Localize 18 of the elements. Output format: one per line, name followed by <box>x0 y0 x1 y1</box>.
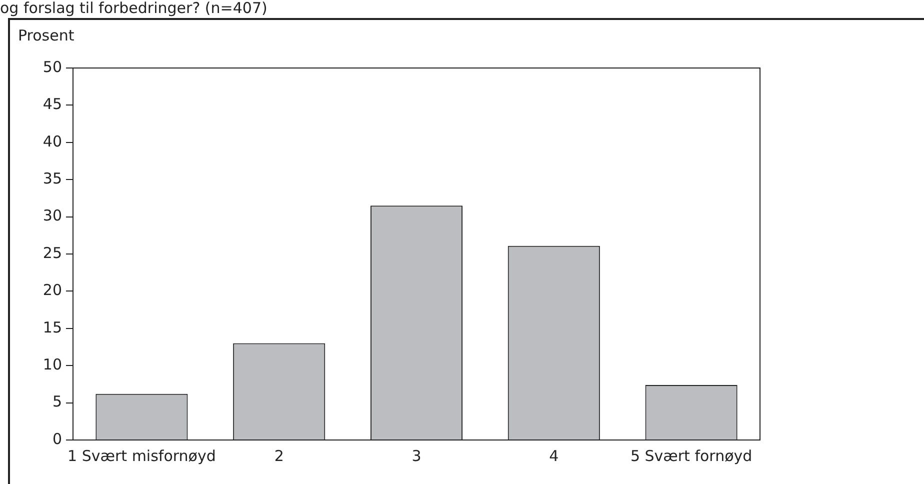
y-tick-label: 5 <box>52 392 62 411</box>
y-tick-label: 25 <box>42 244 62 262</box>
x-tick-label: 4 <box>549 446 559 465</box>
x-tick-label: 1 Svært misfornøyd <box>68 446 216 465</box>
y-tick-label: 35 <box>42 169 62 188</box>
y-tick-label: 50 <box>42 58 62 76</box>
y-axis-title: Prosent <box>18 26 74 44</box>
chart-title: og forslag til forbedringer? (n=407) <box>0 0 268 17</box>
y-tick-label: 10 <box>42 355 62 374</box>
y-tick-label: 20 <box>42 281 62 300</box>
x-tick-label: 5 Svært fornøyd <box>630 446 752 465</box>
y-tick-label: 15 <box>42 318 62 336</box>
x-tick-label: 3 <box>412 446 422 465</box>
y-tick-label: 45 <box>42 95 62 114</box>
x-tick-label: 2 <box>274 446 284 465</box>
y-tick-label: 0 <box>52 430 62 448</box>
y-tick-label: 30 <box>42 206 62 225</box>
y-tick-label: 40 <box>42 132 62 150</box>
